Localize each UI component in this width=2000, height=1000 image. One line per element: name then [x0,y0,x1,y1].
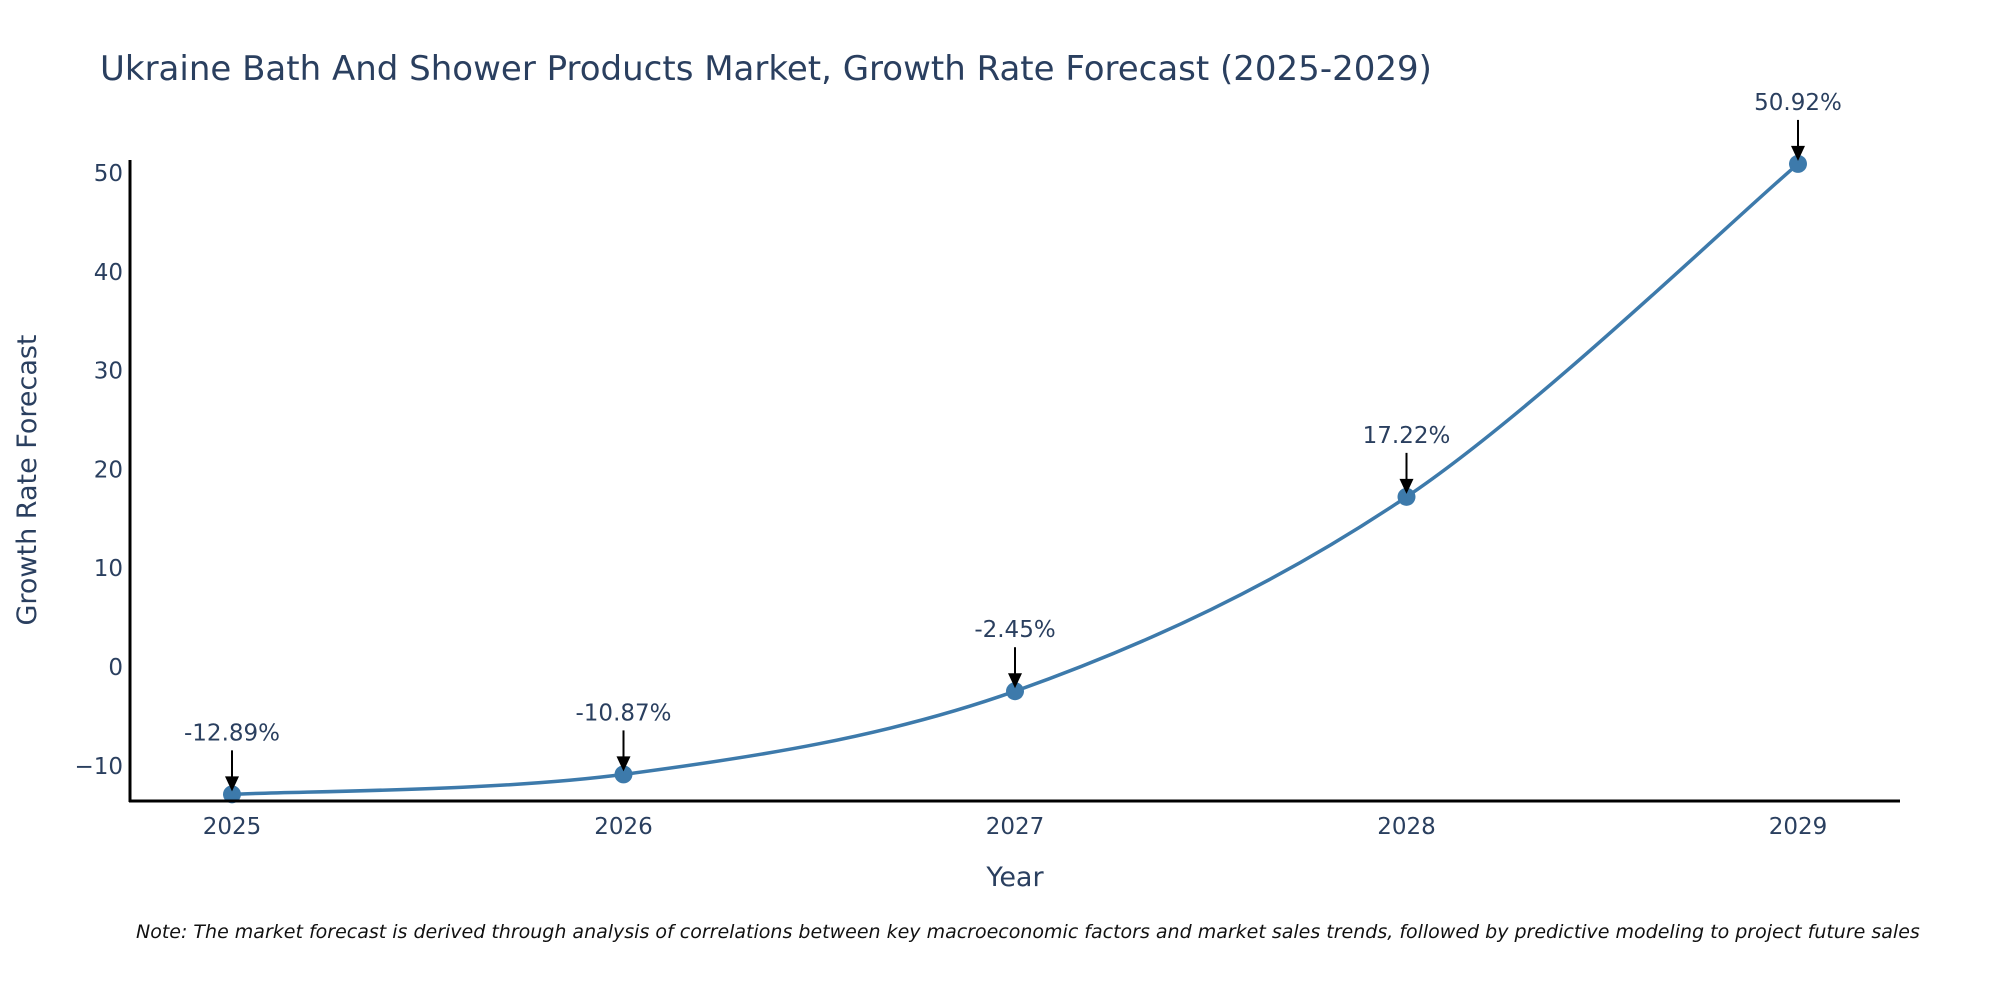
plot-area [223,154,1807,804]
y-tick-label: 40 [94,260,123,286]
y-tick-label: 30 [94,359,123,385]
x-tick-label: 2027 [986,814,1045,840]
y-axis-title: Growth Rate Forecast [12,334,43,625]
y-tick-label: 20 [94,457,123,483]
data-label: -12.89% [184,720,280,746]
data-label: 50.92% [1754,90,1842,116]
annotation-arrowhead [1399,478,1414,494]
data-point [1789,154,1807,173]
x-tick-label: 2025 [203,814,262,840]
y-tick-label: −10 [74,754,123,780]
data-point [1397,487,1416,506]
chart-title: Ukraine Bath And Shower Products Market,… [100,49,1432,89]
annotation-arrowhead [616,756,631,772]
y-tick-label: 0 [108,655,123,681]
x-tick-label: 2026 [594,814,653,840]
y-tick-label: 50 [94,161,123,187]
data-label: -2.45% [974,617,1055,643]
data-point [614,765,633,784]
data-point [223,785,241,804]
footnote: Note: The market forecast is derived thr… [136,921,1920,943]
x-tick-label: 2029 [1769,814,1828,840]
data-label: -10.87% [576,700,672,726]
series-line [231,162,1800,797]
x-axis-ticks: 2025 2026 2027 2028 2029 [203,814,1828,840]
annotation-arrowhead [1008,673,1022,689]
data-point [1006,682,1024,701]
data-label: 17.22% [1363,423,1451,449]
annotation-arrowhead [1791,145,1805,161]
annotations: -12.89% -10.87% -2.45% 17.22% 50.92% [184,90,1842,792]
y-axis-ticks: −10 0 10 20 30 40 50 [74,161,123,780]
y-tick-label: 10 [94,556,123,582]
annotation-arrowhead [225,776,239,792]
x-tick-label: 2028 [1377,814,1436,840]
x-axis-title: Year [985,862,1044,893]
